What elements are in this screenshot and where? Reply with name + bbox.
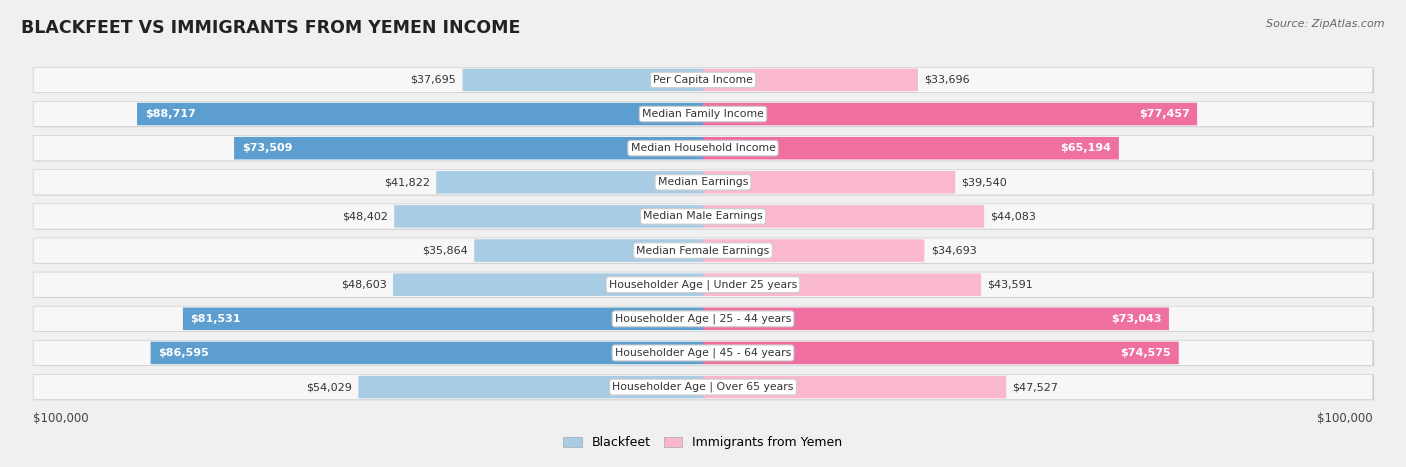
FancyBboxPatch shape [35, 136, 1374, 161]
FancyBboxPatch shape [703, 103, 1197, 125]
FancyBboxPatch shape [35, 307, 1374, 332]
Text: $88,717: $88,717 [145, 109, 195, 119]
FancyBboxPatch shape [34, 170, 1372, 195]
Text: Median Male Earnings: Median Male Earnings [643, 212, 763, 221]
FancyBboxPatch shape [703, 342, 1178, 364]
Text: Median Household Income: Median Household Income [630, 143, 776, 153]
FancyBboxPatch shape [474, 239, 703, 262]
Text: $39,540: $39,540 [962, 177, 1007, 187]
Text: $43,591: $43,591 [987, 280, 1033, 290]
FancyBboxPatch shape [183, 308, 703, 330]
Text: $86,595: $86,595 [159, 348, 209, 358]
FancyBboxPatch shape [703, 308, 1168, 330]
Text: $77,457: $77,457 [1139, 109, 1189, 119]
Text: $65,194: $65,194 [1060, 143, 1111, 153]
Text: Source: ZipAtlas.com: Source: ZipAtlas.com [1267, 19, 1385, 28]
FancyBboxPatch shape [392, 273, 703, 296]
FancyBboxPatch shape [34, 101, 1372, 127]
FancyBboxPatch shape [35, 239, 1374, 264]
FancyBboxPatch shape [359, 376, 703, 398]
Text: $73,043: $73,043 [1111, 314, 1161, 324]
FancyBboxPatch shape [436, 171, 703, 193]
FancyBboxPatch shape [136, 103, 703, 125]
Text: $37,695: $37,695 [411, 75, 456, 85]
Text: Median Female Earnings: Median Female Earnings [637, 246, 769, 255]
FancyBboxPatch shape [34, 135, 1372, 161]
Text: Householder Age | Over 65 years: Householder Age | Over 65 years [612, 382, 794, 392]
Text: Median Family Income: Median Family Income [643, 109, 763, 119]
FancyBboxPatch shape [35, 68, 1374, 93]
Text: $73,509: $73,509 [242, 143, 292, 153]
Text: $34,693: $34,693 [931, 246, 976, 255]
FancyBboxPatch shape [34, 306, 1372, 332]
FancyBboxPatch shape [34, 340, 1372, 366]
FancyBboxPatch shape [35, 102, 1374, 127]
FancyBboxPatch shape [703, 69, 918, 91]
Legend: Blackfeet, Immigrants from Yemen: Blackfeet, Immigrants from Yemen [558, 432, 848, 454]
Text: $48,603: $48,603 [340, 280, 387, 290]
FancyBboxPatch shape [34, 204, 1372, 229]
Text: Median Earnings: Median Earnings [658, 177, 748, 187]
Text: Householder Age | Under 25 years: Householder Age | Under 25 years [609, 279, 797, 290]
FancyBboxPatch shape [35, 341, 1374, 366]
Text: $100,000: $100,000 [34, 411, 89, 425]
FancyBboxPatch shape [35, 205, 1374, 230]
FancyBboxPatch shape [463, 69, 703, 91]
FancyBboxPatch shape [394, 205, 703, 228]
FancyBboxPatch shape [34, 272, 1372, 297]
Text: $74,575: $74,575 [1121, 348, 1171, 358]
FancyBboxPatch shape [34, 67, 1372, 92]
FancyBboxPatch shape [35, 375, 1374, 400]
Text: Per Capita Income: Per Capita Income [652, 75, 754, 85]
Text: $48,402: $48,402 [342, 212, 388, 221]
FancyBboxPatch shape [703, 205, 984, 228]
FancyBboxPatch shape [703, 137, 1119, 159]
Text: Householder Age | 45 - 64 years: Householder Age | 45 - 64 years [614, 348, 792, 358]
FancyBboxPatch shape [233, 137, 703, 159]
FancyBboxPatch shape [34, 238, 1372, 263]
FancyBboxPatch shape [34, 375, 1372, 400]
Text: $81,531: $81,531 [191, 314, 240, 324]
Text: $54,029: $54,029 [307, 382, 352, 392]
Text: Householder Age | 25 - 44 years: Householder Age | 25 - 44 years [614, 313, 792, 324]
FancyBboxPatch shape [703, 273, 981, 296]
Text: $35,864: $35,864 [422, 246, 468, 255]
Text: BLACKFEET VS IMMIGRANTS FROM YEMEN INCOME: BLACKFEET VS IMMIGRANTS FROM YEMEN INCOM… [21, 19, 520, 37]
Text: $47,527: $47,527 [1012, 382, 1059, 392]
FancyBboxPatch shape [150, 342, 703, 364]
Text: $44,083: $44,083 [991, 212, 1036, 221]
FancyBboxPatch shape [35, 273, 1374, 298]
Text: $100,000: $100,000 [1317, 411, 1372, 425]
FancyBboxPatch shape [703, 171, 955, 193]
FancyBboxPatch shape [35, 170, 1374, 196]
Text: $41,822: $41,822 [384, 177, 430, 187]
Text: $33,696: $33,696 [924, 75, 970, 85]
FancyBboxPatch shape [703, 376, 1007, 398]
FancyBboxPatch shape [703, 239, 924, 262]
